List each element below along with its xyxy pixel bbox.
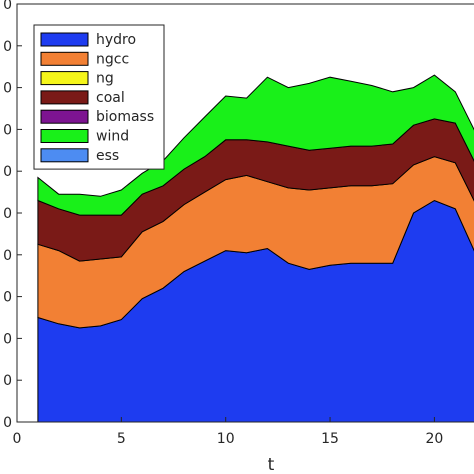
y-tick-label: 0 <box>3 39 12 55</box>
legend-swatch-ng <box>40 71 89 86</box>
y-tick-label: 0 <box>3 122 12 138</box>
legend-label-wind: wind <box>96 129 129 145</box>
y-tick-label: 0 <box>3 164 12 180</box>
y-tick-label: 0 <box>3 331 12 347</box>
legend-label-hydro: hydro <box>96 32 136 48</box>
legend-swatch-ess <box>40 148 89 163</box>
y-tick-label: 0 <box>3 206 12 222</box>
area-layer <box>37 74 474 423</box>
legend-label-ess: ess <box>96 148 119 164</box>
legend-label-ngcc: ngcc <box>96 51 129 67</box>
legend-label-biomass: biomass <box>96 109 154 125</box>
y-tick-label: 0 <box>3 290 12 306</box>
y-tick-label: 0 <box>3 248 12 264</box>
x-axis: 0 5 10 15 20 <box>13 417 443 447</box>
legend-label-ng: ng <box>96 71 114 87</box>
legend-swatch-ngcc <box>40 51 89 66</box>
legend-swatch-wind <box>40 129 89 143</box>
y-tick-label: 0 <box>3 373 12 389</box>
x-tick-label: 15 <box>321 431 339 447</box>
y-tick-label: 0 <box>3 415 12 431</box>
x-tick-label: 5 <box>117 431 126 447</box>
legend-swatch-biomass <box>40 109 89 124</box>
legend-swatch-coal <box>40 90 89 105</box>
area-series-wind <box>37 74 474 216</box>
x-tick-label: 20 <box>425 431 443 447</box>
legend-swatch-hydro <box>40 32 89 47</box>
x-axis-label: t <box>268 455 275 474</box>
y-tick-label: 0 <box>3 0 12 13</box>
y-axis: 0 0 0 0 0 0 0 0 0 0 0 <box>3 0 22 431</box>
legend-label-coal: coal <box>96 90 125 106</box>
x-tick-label: 10 <box>217 431 235 447</box>
legend: hydro ngcc ng coal biomass wind ess <box>33 24 165 170</box>
y-tick-label: 0 <box>3 81 12 97</box>
x-tick-label: 0 <box>13 431 22 447</box>
